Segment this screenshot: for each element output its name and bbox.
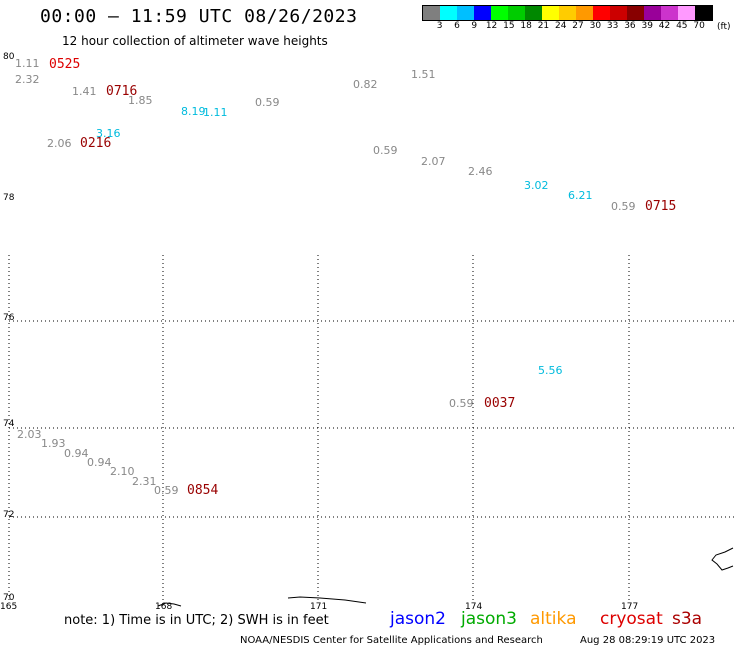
wave-height-label: 2.03 (17, 428, 42, 441)
color-swatch (474, 6, 491, 20)
satellite-s3a: s3a (672, 609, 703, 629)
color-swatch (644, 6, 661, 20)
coastline-segment (711, 547, 734, 571)
wave-height-label: 0.94 (64, 447, 89, 460)
latitude-labels: 80 78 76 74 72 70 (3, 52, 15, 603)
color-scale-swatches (422, 5, 713, 21)
longitude-labels: 165 168 171 174 177 (0, 602, 638, 612)
color-scale-tick: 21 (537, 21, 550, 31)
wave-height-label: 1.93 (41, 437, 66, 450)
color-swatch (491, 6, 508, 20)
satellite-jason2: jason2 (390, 609, 446, 629)
latitude-label: 80 (3, 52, 15, 62)
pass-time-label: 0525 (49, 57, 80, 72)
color-swatch (593, 6, 610, 20)
map-title: 00:00 — 11:59 UTC 08/26/2023 (40, 6, 358, 27)
wave-height-label: 2.31 (132, 475, 157, 488)
footer-note: note: 1) Time is in UTC; 2) SWH is in fe… (64, 613, 329, 628)
color-scale-tick: 42 (658, 21, 671, 31)
satellite-jason3: jason3 (461, 609, 517, 629)
wave-height-label: 0.59 (373, 144, 398, 157)
graticule (8, 255, 735, 600)
wave-height-label: 2.07 (421, 155, 446, 168)
wave-height-label: 1.11 (15, 57, 40, 70)
color-scale-tick: 15 (503, 21, 515, 31)
color-swatch (440, 6, 457, 20)
color-scale-tick: 70 (693, 21, 705, 31)
longitude-label: 171 (310, 602, 327, 612)
color-swatch (678, 6, 695, 20)
longitude-label: 165 (0, 602, 17, 612)
wave-height-label: 2.32 (15, 73, 40, 86)
coastline (157, 547, 734, 607)
wave-height-label: 0.59 (255, 96, 280, 109)
color-scale-tick: 27 (572, 21, 584, 31)
pass-time-label: 0715 (645, 199, 676, 214)
wave-height-label: 5.56 (538, 364, 563, 377)
color-scale-legend: 3 6 9 12 15 18 21 24 27 30 33 36 39 42 45 70 (ft) (422, 5, 731, 32)
longitude-label: 174 (465, 602, 482, 612)
color-swatch (661, 6, 678, 20)
wave-height-label: 3.16 (96, 127, 121, 140)
color-swatch (576, 6, 593, 20)
color-swatch (423, 6, 440, 20)
color-scale-tick: 9 (471, 21, 478, 31)
color-scale-tick: 30 (589, 21, 602, 31)
latitude-label: 74 (3, 419, 15, 429)
color-scale-tick: 24 (555, 21, 567, 31)
wave-height-label: 0.59 (449, 397, 474, 410)
color-scale-tick: 33 (606, 21, 619, 31)
wave-height-label: 3.02 (524, 179, 549, 192)
wave-height-label: 2.06 (47, 137, 72, 150)
latitude-label: 76 (3, 313, 15, 323)
color-scale-tick: 12 (485, 21, 498, 31)
color-swatch (695, 6, 712, 20)
pass-time-label: 0854 (187, 483, 218, 498)
wave-height-label: 1.11 (203, 106, 228, 119)
wave-height-label: 0.59 (154, 484, 179, 497)
color-scale-tick: 39 (641, 21, 653, 31)
longitude-label: 177 (621, 602, 638, 612)
color-scale-tick: 45 (676, 21, 688, 31)
wave-height-label: 2.10 (110, 465, 135, 478)
longitude-label: 168 (155, 602, 172, 612)
color-swatch (542, 6, 559, 20)
color-swatch (525, 6, 542, 20)
wave-height-label: 2.46 (468, 165, 493, 178)
satellite-cryosat: cryosat (600, 609, 663, 629)
satellite-altika: altika (530, 609, 577, 629)
color-swatch (559, 6, 576, 20)
coastline-segment (287, 596, 367, 604)
color-scale-tick: 18 (520, 21, 532, 31)
pass-time-label: 0037 (484, 396, 515, 411)
coastline-segment (157, 602, 182, 607)
color-swatch (610, 6, 627, 20)
color-scale-tick: 3 (436, 21, 443, 31)
wave-height-label: 1.51 (411, 68, 436, 81)
wave-height-label: 0.82 (353, 78, 378, 91)
wave-height-label: 1.85 (128, 94, 153, 107)
color-scale-tick: 6 (454, 21, 460, 31)
color-swatch (627, 6, 644, 20)
latitude-label: 70 (3, 593, 15, 603)
latitude-label: 72 (3, 510, 14, 520)
pass-time-label: 0716 (106, 84, 137, 99)
wave-height-label: 8.19 (181, 105, 206, 118)
color-scale-unit: (ft) (717, 22, 731, 32)
wave-height-label: 6.21 (568, 189, 593, 202)
color-scale-tick: 36 (624, 21, 636, 31)
wave-height-label: 0.59 (611, 200, 636, 213)
pass-time-label: 0216 (80, 136, 111, 151)
wave-height-label: 1.41 (72, 85, 97, 98)
map-subtitle: 12 hour collection of altimeter wave hei… (62, 34, 328, 48)
generation-timestamp: Aug 28 08:29:19 UTC 2023 (580, 635, 716, 646)
credit-line: NOAA/NESDIS Center for Satellite Applica… (240, 635, 543, 646)
color-swatch (457, 6, 474, 20)
wave-height-label: 0.94 (87, 456, 112, 469)
color-scale-ticks: 3 6 9 12 15 18 21 24 27 30 33 36 39 42 45 70 (431, 21, 713, 31)
color-swatch (508, 6, 525, 20)
latitude-label: 78 (3, 193, 15, 203)
